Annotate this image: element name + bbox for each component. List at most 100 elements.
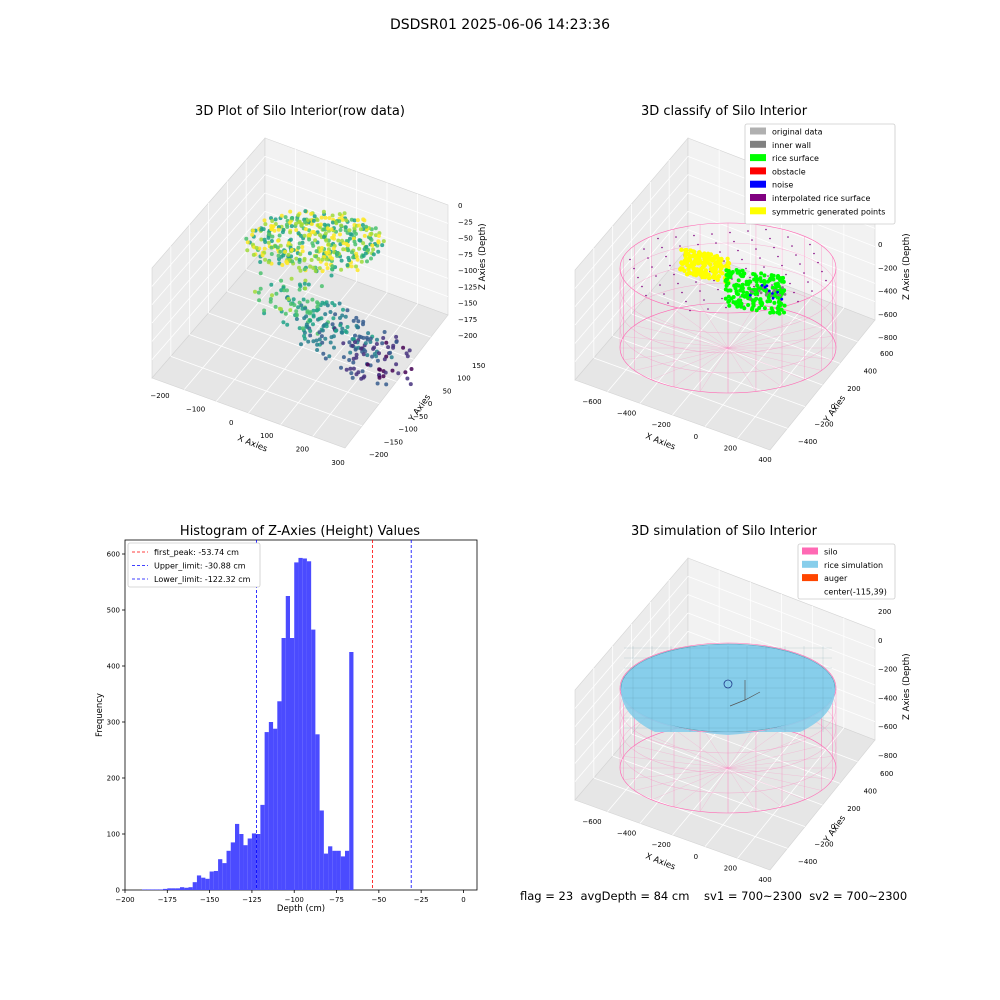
p1-point [296,231,301,236]
p2-interp-point [719,251,721,253]
p1-ztick-2: −50 [458,235,473,243]
p2-interp-point [755,248,757,250]
p2-interp-point [695,281,697,283]
p2-rice-point [741,290,746,294]
p2-rice-point [738,288,743,293]
p2-rice-point [781,275,785,280]
p1-point [278,243,283,248]
histogram-bar [209,871,214,890]
p1-point [344,241,349,246]
p1-point [328,310,333,314]
p1-point [273,304,278,309]
p2-interp-point [817,261,819,264]
status-line: flag = 23 avgDepth = 84 cm sv1 = 700~230… [520,889,908,903]
p2-interp-point [645,294,647,297]
p1-point [378,367,382,372]
p4-ytick-2: 0 [831,823,835,831]
p2-interp-point [781,264,783,267]
p1-point [325,303,330,308]
p1-point [340,217,345,222]
histogram-bar [319,810,324,890]
p1-point [263,222,268,227]
p2-xtick-3: 0 [694,433,698,441]
p2-interp-point [711,233,713,235]
p1-point [296,213,301,218]
p1-point [317,266,322,271]
p1-point [394,334,399,339]
p1-point [291,297,296,302]
p1-point [301,297,306,302]
p1-point [257,298,262,303]
p2-rice-point [727,303,732,308]
p1-point [345,325,350,329]
p2-ytick-4: 400 [864,368,877,376]
p1-point [281,253,286,258]
p2-interp-point [751,239,753,241]
p4-xtick-1: −400 [617,830,636,838]
p1-point [300,326,305,331]
p2-rice-point [755,291,760,296]
p2-misc-point [765,284,769,288]
histogram-bar [340,856,345,890]
p1-point [327,250,331,255]
p1-point [362,374,367,379]
histogram-bar [336,850,341,890]
p1-point [311,266,316,270]
p3-xtick-0: −200 [115,896,134,904]
p1-point [302,281,307,286]
p2-rice-point [762,273,767,278]
p2-rice-point [758,300,763,305]
p1-point [297,241,302,246]
p2-rice-point [741,274,746,279]
p1-point [289,302,293,306]
p2-interp-point [703,299,705,301]
p1-point [318,248,323,253]
p1-point [260,253,265,258]
panel3-legend: first_peak: -53.74 cm Upper_limit: -30.88… [127,542,261,588]
p1-point [279,307,283,312]
p1-point [371,346,376,351]
p1-point [294,256,299,261]
p1-point [361,319,366,324]
histogram-bar [213,870,219,890]
p1-point [251,252,256,257]
silo-floor-spoke [634,347,729,371]
p1-point [313,238,318,243]
p2-ytick-1: −200 [814,420,833,428]
histogram-bar [306,561,312,890]
p1-ytick-5: 50 [443,387,452,395]
p3-ytick-6: 600 [107,551,120,559]
p1-point [363,341,368,346]
p1-point [259,227,264,232]
p4-legend-label-3: center(-115,39) [824,587,887,596]
p1-point [323,231,328,236]
p1-point [311,218,316,223]
p1-point [368,340,373,344]
p1-point [373,226,378,231]
p1-point [311,314,316,319]
p1-point [322,301,327,306]
p1-point [365,362,370,367]
p1-point [349,371,354,376]
p4-ytick-3: 200 [847,805,860,813]
p1-point [299,222,304,227]
p1-point [294,228,299,232]
p2-interp-point [685,300,687,303]
p2-interp-point [647,257,649,259]
p2-sym-point [697,257,702,263]
p1-point [324,238,329,243]
p1-point [327,216,332,220]
p1-point [297,219,302,224]
p2-legend-label-4: noise [772,181,793,190]
p3-legend-label-0: first_peak: -53.74 cm [154,548,239,557]
p2-interp-point [661,246,663,249]
p1-ytick-6: 100 [457,375,470,383]
p1-point [297,265,301,270]
silo-floor-spoke [673,767,729,808]
p1-point [323,312,328,317]
histogram-bar [302,558,307,890]
histogram-bar [163,888,168,890]
p1-point [286,241,291,246]
p2-misc-point [757,289,761,293]
silo-floor-spoke [699,724,729,769]
